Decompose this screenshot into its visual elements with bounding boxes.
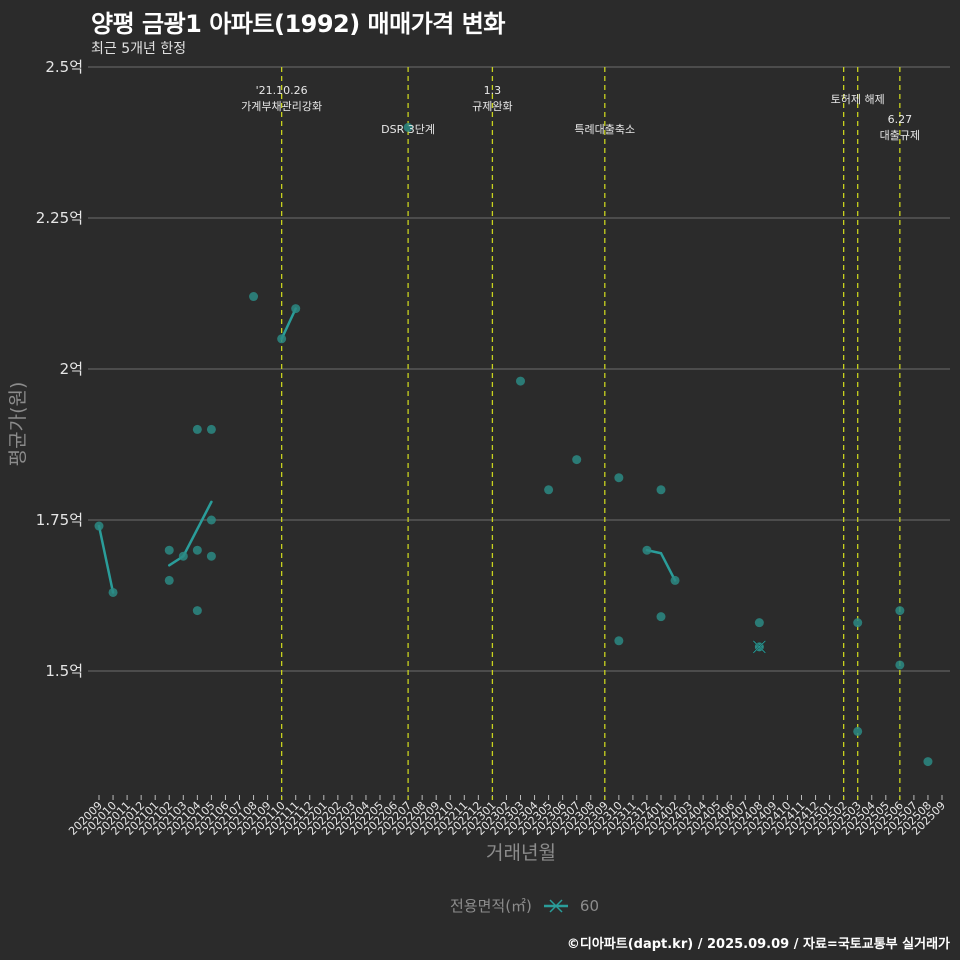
event-annotation: 특례대출축소	[574, 123, 635, 136]
event-annotation: 토허제 해제	[831, 92, 885, 106]
data-point	[853, 726, 863, 736]
data-point	[656, 485, 666, 495]
data-point	[853, 618, 863, 628]
x-axis-ticks: 2020092020102020112020122021012021022021…	[66, 795, 948, 838]
legend-title: 전용면적(㎡)	[450, 897, 532, 915]
data-point	[94, 521, 104, 531]
data-point	[895, 660, 905, 670]
data-point	[178, 551, 188, 561]
event-annotation: 1.3	[484, 84, 502, 97]
legend-x-marker-icon	[543, 898, 568, 913]
event-annotation: 규제완화	[472, 100, 512, 113]
y-tick-label: 2.5억	[45, 58, 83, 76]
data-point	[206, 424, 216, 434]
y-tick-label: 1.5억	[45, 662, 83, 680]
legend-item-60: 60	[579, 896, 599, 915]
event-annotation: 가계부채관리강화	[241, 100, 322, 113]
y-tick-label: 2.25억	[36, 209, 83, 227]
data-point	[544, 485, 554, 495]
y-tick-label: 1.75억	[36, 511, 83, 529]
footer-credit: ©디아파트(dapt.kr) / 2025.09.09 / 자료=국토교통부 실…	[566, 937, 950, 952]
chart-title: 양평 금광1 아파트(1992) 매매가격 변화	[91, 10, 505, 38]
event-annotation: '21.10.26	[256, 84, 308, 97]
y-axis-ticks: 2.5억 2.25억 2억 1.75억 1.5억	[36, 58, 83, 680]
data-point	[108, 587, 118, 597]
data-point	[614, 473, 624, 483]
legend: 전용면적(㎡) 60	[450, 895, 599, 916]
data-point	[670, 575, 680, 585]
trend-line	[97, 524, 115, 594]
data-point	[277, 334, 287, 344]
data-points	[94, 122, 933, 767]
y-axis-title: 평균가(원)	[7, 382, 29, 467]
data-point	[192, 606, 202, 616]
x-axis-title: 거래년월	[486, 842, 556, 864]
data-point	[642, 545, 652, 555]
trend-line	[168, 500, 213, 567]
data-point	[516, 376, 525, 386]
data-point	[656, 612, 666, 622]
event-lines	[280, 67, 901, 800]
trend-line	[645, 548, 677, 582]
data-point	[192, 424, 202, 434]
event-annotation: 대출규제	[880, 129, 920, 142]
data-point	[923, 757, 933, 767]
data-point	[206, 551, 216, 561]
trend-line	[280, 307, 297, 341]
data-point	[614, 636, 624, 646]
data-point	[192, 545, 202, 555]
chart-subtitle: 최근 5개년 한정	[91, 41, 187, 57]
data-point	[164, 545, 174, 555]
data-point	[895, 606, 905, 616]
trend-lines	[97, 307, 677, 594]
data-point	[403, 122, 413, 132]
data-point	[572, 455, 582, 465]
y-tick-label: 2억	[60, 360, 83, 378]
y-gridlines	[88, 66, 950, 672]
data-point	[206, 515, 216, 525]
event-annotation: DSR 3단계	[381, 123, 435, 136]
event-annotation: 6.27	[888, 113, 913, 126]
data-point	[249, 292, 259, 302]
data-point	[291, 304, 301, 314]
data-point	[164, 575, 174, 585]
data-point	[754, 618, 764, 628]
